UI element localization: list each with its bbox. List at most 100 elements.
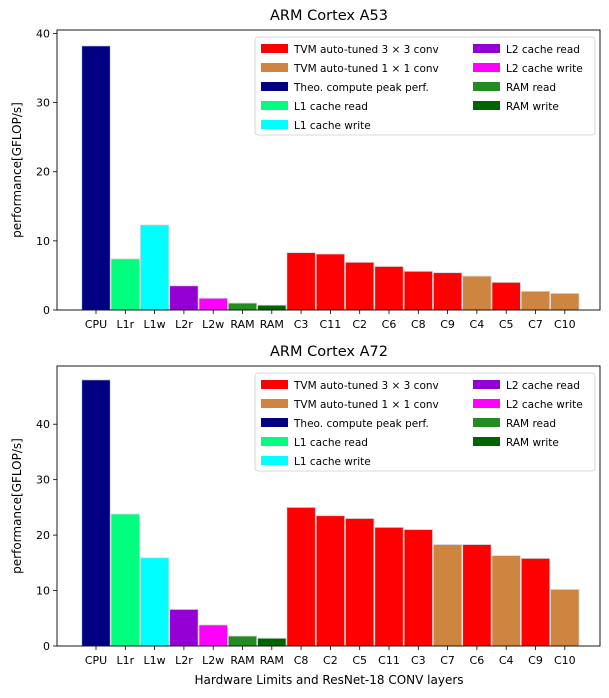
legend-label-ramr: RAM read — [506, 82, 556, 94]
bar-l2w — [198, 297, 228, 311]
y-axis-label: performance[GFLOP/s] — [10, 438, 24, 574]
legend-swatch-l2w — [473, 399, 500, 408]
legend-label-l1w: L1 cache write — [294, 120, 371, 132]
bar-l2w — [198, 624, 228, 647]
legend-swatch-ramw — [473, 101, 500, 110]
legend-swatch-l1w — [261, 456, 288, 465]
bar-l1r — [110, 513, 140, 647]
legend-label-ramr: RAM read — [506, 418, 556, 430]
x-tick-label: C10 — [554, 318, 576, 331]
bar-l1w — [139, 224, 170, 311]
x-tick-label: L2w — [202, 654, 224, 667]
x-tick-label: RAM — [230, 654, 254, 667]
bar-c5 — [491, 281, 521, 311]
x-tick-label: CPU — [85, 318, 107, 331]
bar-c5 — [345, 518, 375, 647]
bar-ram — [227, 302, 258, 311]
legend-swatch-ramr — [473, 82, 500, 91]
bar-c7 — [520, 290, 551, 311]
y-tick-label: 10 — [36, 585, 50, 598]
y-tick-label: 40 — [36, 27, 50, 40]
legend-label-peak: Theo. compute peak perf. — [293, 418, 429, 430]
legend-swatch-c3 — [261, 380, 288, 389]
bar-c6 — [462, 544, 492, 647]
x-tick-label: RAM — [230, 318, 254, 331]
x-tick-label: L2w — [202, 318, 224, 331]
legend-swatch-ramr — [473, 418, 500, 427]
x-tick-label: L2r — [175, 318, 193, 331]
bar-c3 — [403, 529, 433, 647]
x-tick-label: C6 — [382, 318, 397, 331]
y-tick-label: 30 — [36, 474, 50, 487]
y-tick-label: 0 — [43, 640, 50, 653]
bar-c11 — [374, 526, 404, 647]
bar-c7 — [432, 544, 463, 647]
x-tick-label: C8 — [411, 318, 426, 331]
bar-ram — [227, 635, 258, 647]
bar-cpu — [81, 45, 111, 311]
x-tick-label: C11 — [378, 654, 400, 667]
bar-c10 — [550, 293, 580, 311]
x-tick-label: CPU — [85, 654, 107, 667]
x-tick-label: C3 — [294, 318, 309, 331]
legend-label-c3: TVM auto-tuned 3 × 3 conv — [293, 380, 439, 392]
legend-label-l2r: L2 cache read — [506, 44, 580, 56]
bar-l2r — [169, 285, 199, 311]
x-axis-label: Hardware Limits and ResNet-18 CONV layer… — [194, 673, 463, 687]
x-tick-label: L1r — [116, 654, 134, 667]
chart-title: ARM Cortex A53 — [270, 8, 388, 24]
x-tick-label: C6 — [470, 654, 485, 667]
bar-l1w — [139, 557, 170, 647]
y-tick-label: 40 — [36, 418, 50, 431]
legend: TVM auto-tuned 3 × 3 conv TVM auto-tuned … — [254, 372, 596, 472]
x-ticks: CPU L1r L1w L2r L2w RAM RAM C8 C2 C5 C11 C3 C7 C6 C4 C9… — [85, 646, 576, 667]
x-tick-label: RAM — [260, 654, 284, 667]
legend-label-l1r: L1 cache read — [294, 437, 368, 449]
x-tick-label: C7 — [528, 318, 543, 331]
legend-label-l1r: L1 cache read — [294, 101, 368, 113]
bar-c2 — [315, 515, 346, 647]
legend-swatch-l2r — [473, 44, 500, 53]
x-tick-label: C9 — [440, 318, 455, 331]
bar-c10 — [550, 589, 580, 647]
bar-c9 — [520, 557, 551, 647]
plot-frame — [56, 365, 601, 647]
bar-c4 — [491, 555, 521, 647]
legend-swatch-l1w — [261, 120, 288, 129]
legend-swatch-c3 — [261, 44, 288, 53]
bars-group — [81, 379, 580, 647]
x-tick-label: C11 — [320, 318, 342, 331]
plot-frame — [56, 29, 601, 311]
bar-c9 — [432, 272, 463, 311]
legend-swatch-peak — [261, 82, 288, 91]
x-tick-label: C4 — [470, 318, 485, 331]
x-tick-label: C5 — [499, 318, 514, 331]
legend: TVM auto-tuned 3 × 3 conv TVM auto-tuned … — [254, 36, 596, 136]
legend-swatch-ramw — [473, 437, 500, 446]
y-axis-label: performance[GFLOP/s] — [10, 102, 24, 238]
legend-swatch-c1 — [261, 399, 288, 408]
legend-label-c1: TVM auto-tuned 1 × 1 conv — [293, 399, 439, 411]
legend-swatch-l2w — [473, 63, 500, 72]
bar-c4 — [462, 275, 492, 311]
y-tick-label: 30 — [36, 97, 50, 110]
legend-label-c3: TVM auto-tuned 3 × 3 conv — [293, 44, 439, 56]
legend-label-c1: TVM auto-tuned 1 × 1 conv — [293, 63, 439, 75]
x-tick-label: C9 — [528, 654, 543, 667]
legend-label-ramw: RAM write — [506, 101, 559, 113]
bar-c6 — [374, 266, 404, 311]
y-tick-label: 0 — [43, 304, 50, 317]
y-tick-label: 10 — [36, 235, 50, 248]
legend-swatch-l2r — [473, 380, 500, 389]
bar-cpu — [81, 379, 111, 647]
legend-label-peak: Theo. compute peak perf. — [293, 82, 429, 94]
bar-ram — [257, 637, 287, 647]
legend-label-l2w: L2 cache write — [506, 63, 583, 75]
bar-c11 — [315, 253, 346, 311]
x-tick-label: C7 — [440, 654, 455, 667]
legend-swatch-peak — [261, 418, 288, 427]
bar-c3 — [286, 252, 316, 311]
legend-label-l2w: L2 cache write — [506, 399, 583, 411]
bar-c8 — [286, 506, 316, 647]
